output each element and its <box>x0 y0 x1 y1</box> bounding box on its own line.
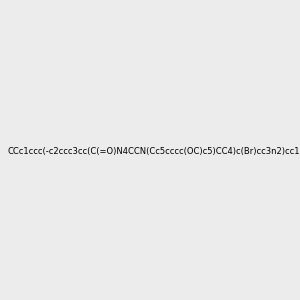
Text: CCc1ccc(-c2ccc3cc(C(=O)N4CCN(Cc5cccc(OC)c5)CC4)c(Br)cc3n2)cc1: CCc1ccc(-c2ccc3cc(C(=O)N4CCN(Cc5cccc(OC)… <box>8 147 300 156</box>
